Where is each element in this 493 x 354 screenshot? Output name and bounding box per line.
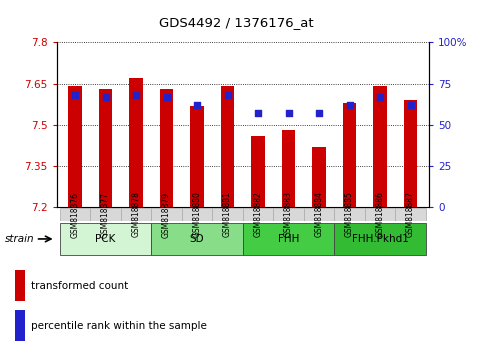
FancyBboxPatch shape xyxy=(395,208,426,221)
Text: GSM818876: GSM818876 xyxy=(70,192,79,238)
Text: percentile rank within the sample: percentile rank within the sample xyxy=(31,321,207,331)
Bar xyxy=(251,136,265,207)
Point xyxy=(407,102,415,108)
Text: GSM818880: GSM818880 xyxy=(193,192,202,238)
Bar xyxy=(221,86,234,207)
Text: GSM818877: GSM818877 xyxy=(101,192,110,238)
Text: GSM818881: GSM818881 xyxy=(223,192,232,238)
Point xyxy=(132,92,140,98)
Text: GSM818883: GSM818883 xyxy=(284,192,293,238)
Bar xyxy=(68,86,82,207)
Text: transformed count: transformed count xyxy=(31,281,128,291)
FancyBboxPatch shape xyxy=(365,208,395,221)
FancyBboxPatch shape xyxy=(304,208,334,221)
Bar xyxy=(129,78,143,207)
Bar xyxy=(15,310,25,341)
Text: GSM818887: GSM818887 xyxy=(406,192,415,238)
FancyBboxPatch shape xyxy=(243,223,334,255)
Bar xyxy=(160,89,174,207)
Text: SD: SD xyxy=(190,234,205,244)
Point xyxy=(315,110,323,116)
Bar xyxy=(312,147,326,207)
Point xyxy=(193,102,201,108)
FancyBboxPatch shape xyxy=(60,208,90,221)
Bar xyxy=(404,100,418,207)
Text: GSM818884: GSM818884 xyxy=(315,192,323,238)
Text: GSM818886: GSM818886 xyxy=(376,192,385,238)
Point xyxy=(71,92,79,98)
FancyBboxPatch shape xyxy=(334,208,365,221)
Bar xyxy=(282,130,295,207)
Point xyxy=(346,102,353,108)
FancyBboxPatch shape xyxy=(243,208,273,221)
Point xyxy=(163,94,171,99)
Text: GDS4492 / 1376176_at: GDS4492 / 1376176_at xyxy=(159,16,314,29)
Text: GSM818879: GSM818879 xyxy=(162,192,171,238)
Bar xyxy=(99,89,112,207)
Point xyxy=(284,110,292,116)
Text: GSM818878: GSM818878 xyxy=(132,192,141,238)
FancyBboxPatch shape xyxy=(273,208,304,221)
Bar xyxy=(190,105,204,207)
FancyBboxPatch shape xyxy=(121,208,151,221)
Text: strain: strain xyxy=(5,234,35,244)
Point xyxy=(254,110,262,116)
Bar xyxy=(343,103,356,207)
FancyBboxPatch shape xyxy=(212,208,243,221)
Text: GSM818885: GSM818885 xyxy=(345,192,354,238)
FancyBboxPatch shape xyxy=(182,208,212,221)
FancyBboxPatch shape xyxy=(90,208,121,221)
Text: FHH.Pkhd1: FHH.Pkhd1 xyxy=(352,234,409,244)
FancyBboxPatch shape xyxy=(60,223,151,255)
Bar xyxy=(15,270,25,301)
Point xyxy=(102,94,109,99)
Text: PCK: PCK xyxy=(95,234,116,244)
Point xyxy=(376,94,384,99)
FancyBboxPatch shape xyxy=(151,208,182,221)
Text: GSM818882: GSM818882 xyxy=(253,192,263,238)
Point xyxy=(224,92,232,98)
FancyBboxPatch shape xyxy=(151,223,243,255)
FancyBboxPatch shape xyxy=(334,223,426,255)
Text: FHH: FHH xyxy=(278,234,299,244)
Bar xyxy=(373,86,387,207)
